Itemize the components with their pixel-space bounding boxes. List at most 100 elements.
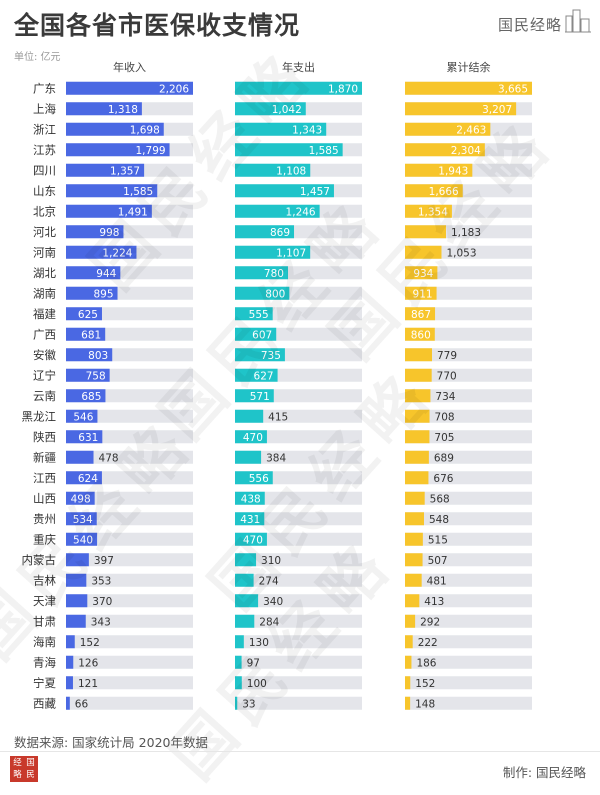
category-label: 山东 (33, 184, 56, 198)
data-label: 548 (429, 514, 449, 526)
data-label: 1,107 (276, 247, 306, 259)
category-label: 山西 (33, 491, 56, 505)
bar-track (405, 614, 532, 628)
data-label: 534 (73, 514, 93, 526)
bar (235, 143, 343, 157)
bar (235, 245, 311, 259)
category-label: 安徽 (33, 348, 56, 362)
bar (405, 81, 532, 95)
bar (235, 696, 238, 710)
bar (66, 102, 142, 116)
bar (405, 389, 431, 403)
data-label: 370 (92, 596, 112, 608)
bar (405, 184, 463, 198)
bar-track (235, 594, 362, 608)
bar-track (405, 307, 532, 321)
bar (66, 389, 106, 403)
bar-track (66, 409, 193, 423)
bar-track (66, 594, 193, 608)
data-label: 310 (261, 555, 281, 567)
bar-track (405, 655, 532, 669)
bar-track (405, 430, 532, 444)
bar (405, 348, 432, 362)
bar (405, 368, 432, 382)
category-label: 辽宁 (33, 368, 56, 382)
category-label: 广东 (33, 81, 56, 95)
bar-track (66, 614, 193, 628)
bar (405, 553, 423, 567)
data-label: 1,585 (309, 145, 339, 157)
data-label: 2,304 (451, 145, 481, 157)
bar (235, 430, 267, 444)
category-label: 海南 (33, 635, 56, 649)
bar (235, 676, 242, 690)
data-label: 734 (435, 391, 455, 403)
category-label: 内蒙古 (22, 553, 57, 567)
category-label: 甘肃 (33, 614, 56, 628)
bar-track (235, 409, 362, 423)
bar-track (405, 696, 532, 710)
data-label: 934 (413, 268, 433, 280)
bar (66, 204, 152, 218)
data-label: 415 (268, 411, 288, 423)
data-label: 1,108 (276, 165, 306, 177)
bar (405, 696, 411, 710)
bar (235, 225, 295, 239)
bar (405, 635, 413, 649)
data-label: 3,665 (498, 83, 528, 95)
bar-track (405, 327, 532, 341)
category-label: 天津 (33, 594, 56, 608)
data-label: 1,357 (110, 165, 140, 177)
data-label: 100 (247, 678, 267, 690)
bar (66, 184, 158, 198)
category-label: 北京 (33, 204, 56, 218)
data-label: 478 (99, 452, 119, 464)
data-label: 705 (434, 432, 454, 444)
data-label: 97 (247, 657, 260, 669)
data-label: 779 (437, 350, 457, 362)
bar (66, 245, 137, 259)
bar (235, 614, 255, 628)
bar-track (405, 512, 532, 526)
category-label: 吉林 (33, 573, 56, 587)
data-label: 869 (270, 227, 290, 239)
bar (66, 594, 88, 608)
bar-track (405, 676, 532, 690)
logo-char: 经 (13, 758, 22, 768)
bar-track (405, 573, 532, 587)
credit: 制作: 国民经略 (502, 765, 586, 780)
bar (66, 143, 170, 157)
data-label: 625 (78, 309, 98, 321)
data-label: 413 (424, 596, 444, 608)
series-header: 年收入 (113, 60, 146, 74)
data-label: 867 (411, 309, 431, 321)
data-label: 431 (240, 514, 260, 526)
bar (235, 512, 265, 526)
bar (66, 532, 98, 546)
bar-track (405, 368, 532, 382)
bar (66, 307, 102, 321)
category-label: 黑龙江 (22, 409, 57, 423)
data-label: 152 (80, 637, 100, 649)
data-label: 470 (243, 432, 263, 444)
data-label: 1,457 (300, 186, 330, 198)
bar (235, 655, 242, 669)
bar (405, 532, 423, 546)
category-label: 江苏 (33, 143, 56, 157)
bar (405, 163, 473, 177)
data-label: 689 (434, 452, 454, 464)
bar-track (235, 635, 362, 649)
bar-track (405, 389, 532, 403)
bar-track (405, 450, 532, 464)
bar (405, 471, 429, 485)
category-label: 贵州 (33, 512, 56, 526)
data-label: 343 (91, 616, 111, 628)
bar (235, 409, 264, 423)
data-label: 186 (416, 657, 436, 669)
bar (405, 409, 430, 423)
brand-logo: 经国略民 (10, 756, 38, 782)
bar-track (405, 553, 532, 567)
data-label: 1,053 (446, 247, 476, 259)
data-label: 607 (252, 329, 272, 341)
category-label: 广西 (33, 327, 56, 341)
